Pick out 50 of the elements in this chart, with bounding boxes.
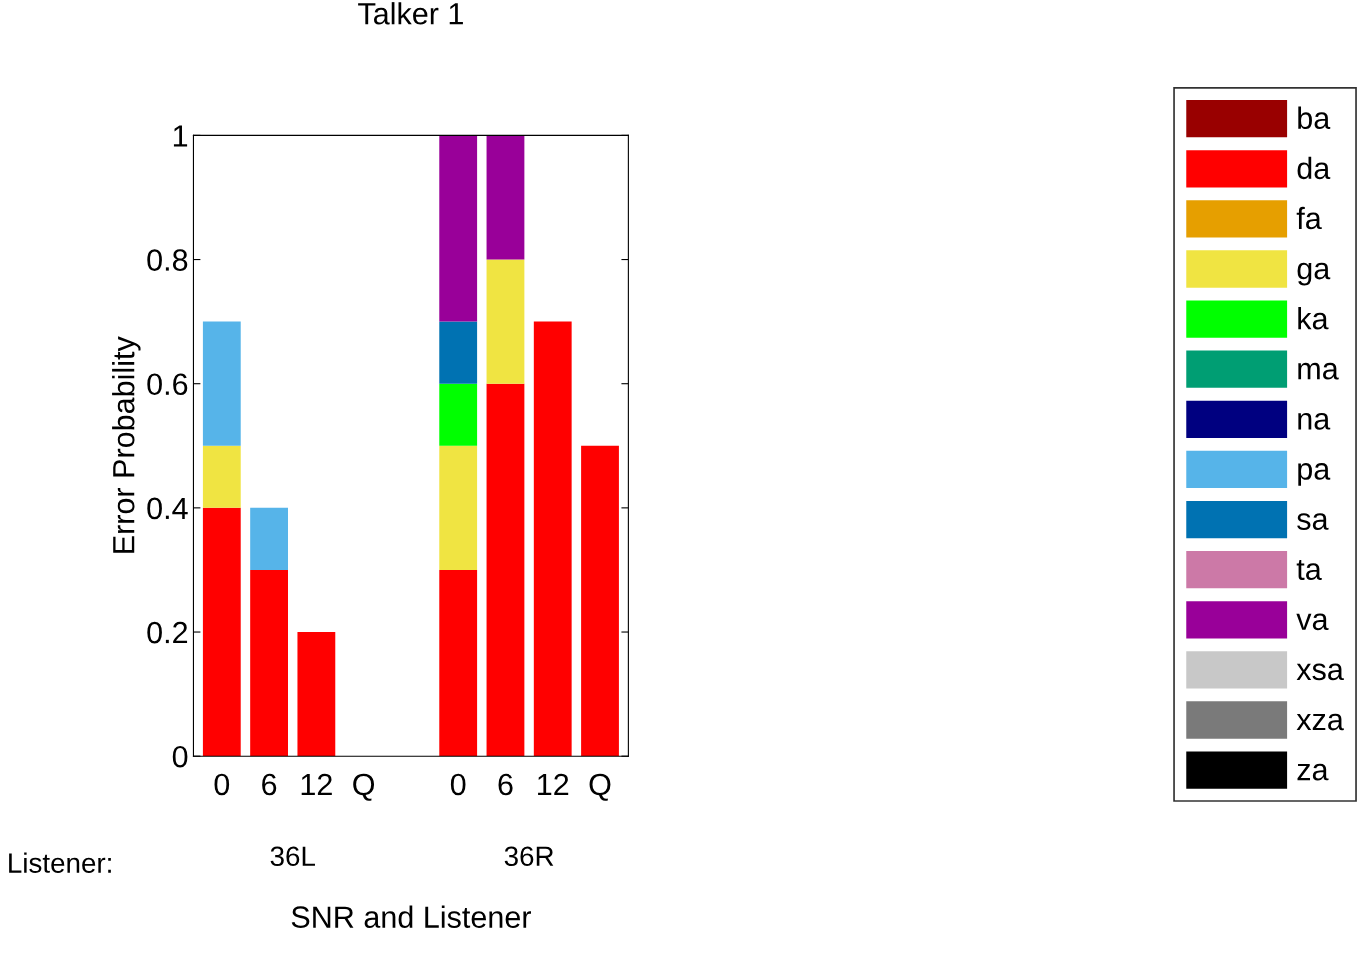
bar xyxy=(439,135,478,322)
bar xyxy=(486,383,525,757)
bar xyxy=(202,321,241,446)
legend-label: za xyxy=(1297,763,1329,781)
y-tick-label: 1 xyxy=(173,125,188,147)
text: 36L xyxy=(270,846,315,867)
x-tick-label: Q xyxy=(589,773,611,801)
bar xyxy=(297,632,336,757)
bar xyxy=(439,383,478,446)
x-tick-label: 12 xyxy=(538,773,569,795)
x-tick-label: 0 xyxy=(450,773,466,796)
bar xyxy=(250,507,288,570)
x-axis-title: SNR and Listener xyxy=(291,905,531,928)
legend-label: ba xyxy=(1298,106,1331,130)
legend-label: fa xyxy=(1296,206,1322,230)
bar xyxy=(250,569,288,757)
x-tick-label: 6 xyxy=(498,773,513,796)
y-tick-label: 0 xyxy=(172,745,188,768)
legend-label: pa xyxy=(1298,463,1331,486)
y-axis-title: Error Probability xyxy=(112,336,141,553)
legend-label: xsa xyxy=(1296,663,1344,681)
x-tick-label: 6 xyxy=(262,773,277,796)
y-tick-label: 0.6 xyxy=(147,373,188,396)
x-tick-label: Q xyxy=(353,773,375,801)
legend-label: ta xyxy=(1296,559,1322,581)
text: 36R xyxy=(504,846,554,867)
legend-label: va xyxy=(1296,613,1329,631)
legend-label: ka xyxy=(1298,307,1329,330)
bar xyxy=(439,321,478,384)
y-tick-label: 0.4 xyxy=(147,497,188,520)
y-tick-label: 0.2 xyxy=(147,621,188,644)
y-tick-label: 0.8 xyxy=(147,249,188,271)
bar xyxy=(581,445,619,757)
bar xyxy=(486,259,525,384)
legend-label: da xyxy=(1297,156,1331,180)
text: Listener: xyxy=(9,852,111,873)
bar xyxy=(202,445,241,508)
bar xyxy=(439,445,478,570)
bar xyxy=(202,507,241,757)
legend-label: ga xyxy=(1297,262,1331,286)
x-tick-label: 12 xyxy=(301,773,332,795)
bar xyxy=(486,135,525,260)
x-tick-label: 0 xyxy=(214,773,230,796)
chart-title: Talker 1 xyxy=(358,2,463,25)
legend-label: xza xyxy=(1296,713,1344,731)
legend-label: ma xyxy=(1298,362,1339,380)
bar xyxy=(439,569,478,757)
legend-label: na xyxy=(1298,412,1331,430)
bar xyxy=(533,321,572,757)
legend-label: sa xyxy=(1297,513,1329,530)
